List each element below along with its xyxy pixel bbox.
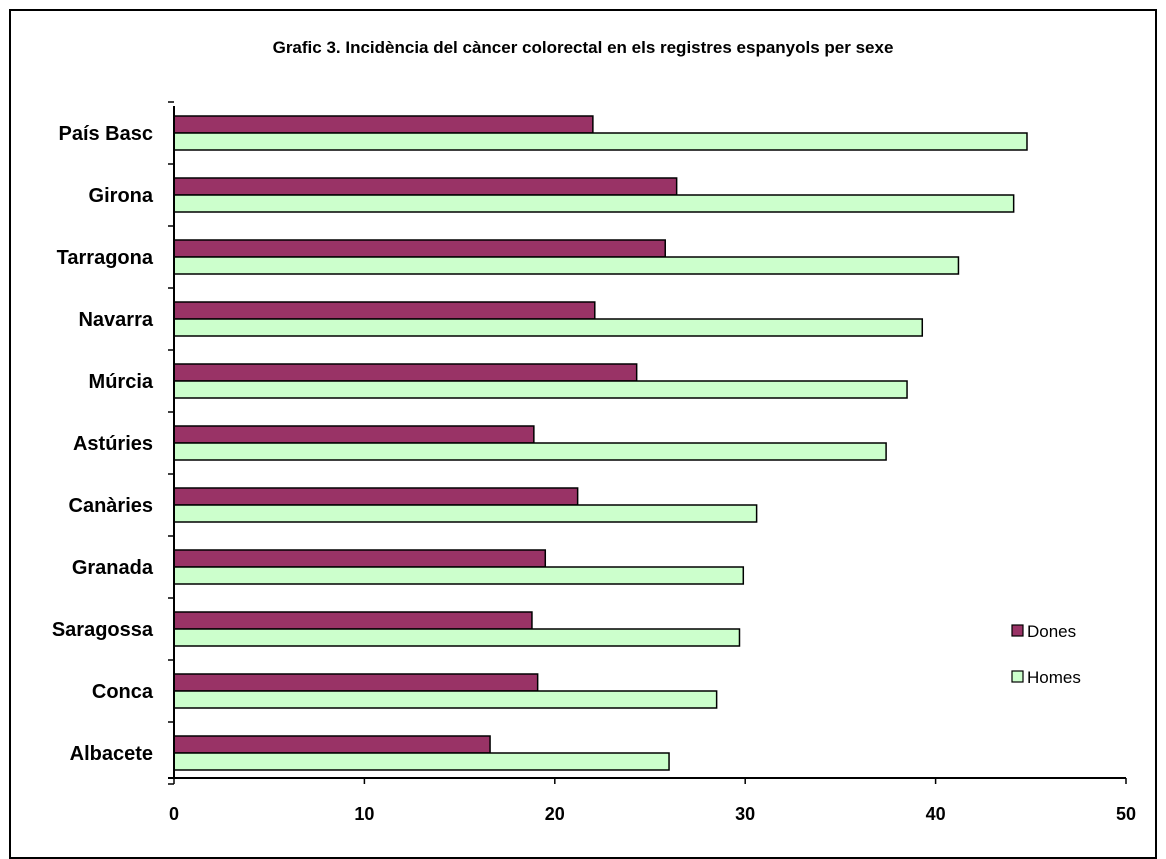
bar-dones-2 — [173, 239, 666, 258]
category-label: Canàries — [69, 495, 154, 517]
bar-dones-6 — [173, 487, 579, 506]
category-label: Astúries — [73, 433, 153, 455]
bar-dones-3 — [173, 301, 596, 320]
labels-group: País Basc Girona Tarragona Navarra Múrcia Ast… — [52, 123, 1136, 824]
axes-group — [168, 101, 1127, 785]
bar-homes-1 — [173, 194, 1015, 213]
category-label: Girona — [89, 185, 154, 207]
category-label: Albacete — [70, 743, 153, 765]
x-tick-label: 20 — [545, 804, 565, 824]
bar-homes-2 — [173, 256, 960, 275]
category-label: Múrcia — [89, 371, 154, 393]
bar-dones-0 — [173, 115, 594, 134]
x-tick-label: 50 — [1116, 804, 1136, 824]
legend-swatch-dones — [1011, 624, 1024, 637]
bar-homes-3 — [173, 318, 924, 337]
category-label: País Basc — [58, 123, 153, 145]
bar-homes-9 — [173, 690, 718, 709]
legend-label-dones: Dones — [1027, 622, 1076, 641]
bar-homes-7 — [173, 566, 745, 585]
chart-title: Grafic 3. Incidència del càncer colorect… — [272, 38, 894, 57]
category-label: Granada — [72, 557, 154, 579]
bar-homes-5 — [173, 442, 887, 461]
bar-dones-1 — [173, 177, 678, 196]
bar-dones-7 — [173, 549, 547, 568]
bar-dones-10 — [173, 735, 491, 754]
legend: Dones Homes — [1011, 622, 1081, 687]
bar-homes-4 — [173, 380, 908, 399]
category-label: Conca — [92, 681, 154, 703]
x-tick-label: 0 — [169, 804, 179, 824]
bar-dones-9 — [173, 673, 539, 692]
x-tick-label: 40 — [926, 804, 946, 824]
bar-dones-8 — [173, 611, 533, 630]
category-label: Navarra — [78, 309, 153, 331]
x-tick-label: 30 — [735, 804, 755, 824]
bars-group — [173, 115, 1028, 771]
legend-label-homes: Homes — [1027, 668, 1081, 687]
bar-homes-8 — [173, 628, 741, 647]
bar-dones-5 — [173, 425, 535, 444]
bar-dones-4 — [173, 363, 638, 382]
category-label: Tarragona — [57, 247, 154, 269]
x-tick-label: 10 — [354, 804, 374, 824]
category-label: Saragossa — [52, 619, 154, 641]
legend-swatch-homes — [1011, 670, 1024, 683]
bar-homes-0 — [173, 132, 1028, 151]
bar-homes-10 — [173, 752, 670, 771]
bar-homes-6 — [173, 504, 758, 523]
